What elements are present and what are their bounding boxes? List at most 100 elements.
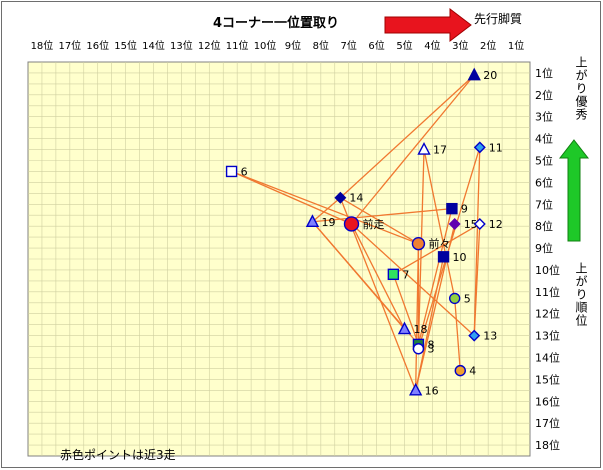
point-13 [468, 329, 481, 342]
point-label: 12 [489, 218, 503, 231]
x-tick-label: 13位 [170, 39, 193, 52]
point-4 [454, 364, 466, 377]
y-tick-label: 14位 [535, 351, 560, 365]
point-12 [473, 217, 486, 230]
connector-line [473, 223, 481, 336]
point-label: 17 [433, 144, 447, 157]
x-tick-label: 1位 [508, 39, 524, 52]
y-tick-label: 6位 [535, 175, 553, 189]
x-tick-label: 2位 [480, 39, 496, 52]
x-tick-label: 5位 [396, 39, 412, 52]
chart-title: 4コーナー一位置取り [212, 16, 340, 31]
y-tick-label: 18位 [535, 438, 560, 452]
y-tick-label: 8位 [535, 219, 553, 233]
point-label: 16 [425, 384, 439, 397]
point-label: 6 [241, 165, 248, 178]
connector-line [454, 298, 461, 371]
chart-note: 赤色ポイントは近3走 [60, 448, 176, 462]
x-tick-label: 8位 [313, 39, 329, 52]
point-10 [437, 251, 450, 263]
connector-line [312, 208, 452, 223]
green-arrow-icon [558, 139, 590, 242]
point-9 [446, 202, 458, 215]
point-label: 前走 [363, 217, 385, 231]
point-label: 13 [483, 330, 497, 343]
point-15 [448, 217, 461, 230]
x-tick-label: 6位 [368, 39, 384, 52]
y-tick-label: 17位 [535, 416, 560, 430]
connector-line [415, 256, 445, 391]
point-label: 3 [427, 343, 434, 356]
y-tick-label: 10位 [535, 263, 560, 277]
point-16 [408, 382, 423, 396]
connector-line [423, 149, 456, 299]
x-tick-label: 3位 [452, 39, 468, 52]
connector-line [351, 223, 475, 337]
y-tick-label: 16位 [535, 394, 560, 408]
connector-line [340, 197, 419, 245]
x-tick-label: 17位 [58, 39, 81, 52]
x-tick-label: 7位 [341, 39, 357, 52]
x-tick-label: 9位 [285, 39, 301, 52]
point-label: 前々 [428, 237, 450, 251]
point-label: 9 [461, 203, 468, 216]
point-6 [225, 165, 238, 178]
point-14 [334, 191, 347, 204]
connector-line [311, 221, 419, 345]
point-label: 15 [464, 218, 478, 231]
point-label: 7 [402, 268, 409, 281]
x-tick-label: 18位 [31, 39, 54, 52]
point-前々 [411, 236, 426, 251]
x-direction-label: 先行脚質 [474, 12, 523, 26]
point-5 [449, 292, 461, 305]
point-label: 10 [453, 251, 467, 264]
connector-line [392, 274, 420, 345]
y-tick-label: 1位 [535, 66, 553, 80]
point-20 [467, 67, 481, 81]
point-label: 5 [464, 292, 471, 305]
y-direction-label-bottom: 上がり順位 [574, 262, 588, 327]
connector-line [351, 74, 475, 225]
x-tick-label: 11位 [226, 39, 249, 52]
red-arrow-icon [384, 7, 472, 43]
x-tick-label: 14位 [142, 39, 165, 52]
point-label: 4 [469, 365, 476, 378]
point-19 [305, 214, 320, 227]
connector-line [231, 170, 352, 225]
x-tick-label: 16位 [86, 39, 109, 52]
x-tick-label: 15位 [114, 39, 137, 52]
connector-line [350, 223, 406, 330]
y-tick-label: 15位 [535, 372, 560, 386]
connector-line [312, 197, 341, 223]
y-direction-label-top: 上がり優秀 [574, 56, 588, 121]
point-11 [473, 141, 486, 154]
y-tick-label: 2位 [535, 88, 553, 102]
y-tick-label: 9位 [535, 241, 553, 255]
point-label: 11 [489, 141, 503, 154]
connector-line [393, 223, 481, 275]
y-tick-label: 11位 [535, 285, 560, 299]
point-label: 14 [349, 192, 363, 205]
point-3 [412, 343, 425, 355]
connector-line [339, 74, 475, 199]
point-label: 19 [321, 216, 335, 229]
point-label: 8 [427, 338, 434, 351]
x-tick-label: 10位 [254, 39, 277, 52]
point-label: 20 [483, 69, 497, 82]
connector-line [231, 170, 419, 245]
point-label: 18 [414, 323, 428, 336]
y-tick-label: 4位 [535, 132, 553, 146]
y-tick-label: 12位 [535, 307, 560, 321]
x-tick-label: 12位 [198, 39, 221, 52]
connector-line [417, 208, 453, 345]
y-tick-label: 5位 [535, 154, 553, 168]
y-tick-label: 13位 [535, 329, 560, 343]
x-tick-label: 4位 [424, 39, 440, 52]
y-tick-label: 3位 [535, 110, 553, 124]
y-tick-label: 7位 [535, 197, 553, 211]
point-前走 [343, 216, 360, 232]
point-7 [387, 268, 400, 281]
